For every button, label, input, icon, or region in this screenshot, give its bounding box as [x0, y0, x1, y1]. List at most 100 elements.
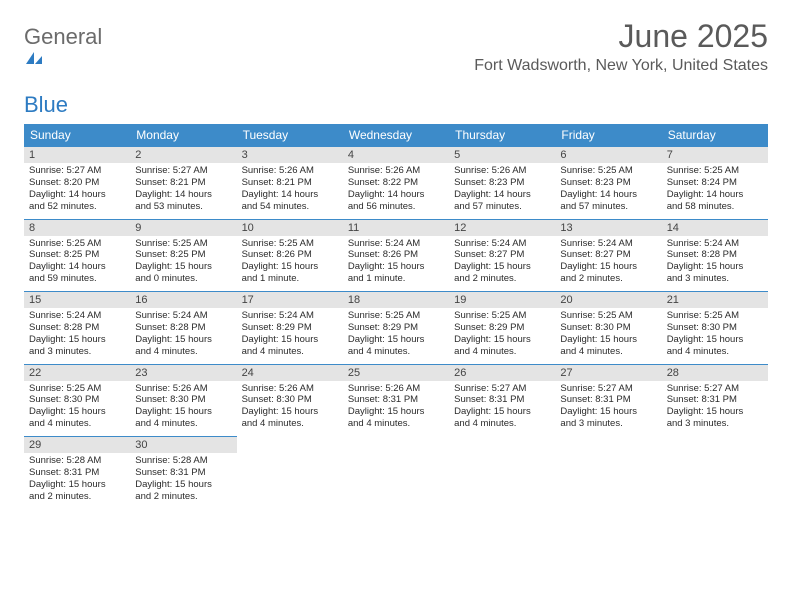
- day-line: Sunset: 8:26 PM: [348, 249, 444, 261]
- day-line: and 57 minutes.: [560, 201, 656, 213]
- day-line: Sunrise: 5:28 AM: [135, 455, 231, 467]
- day-line: Daylight: 14 hours: [29, 261, 125, 273]
- day-info: Sunrise: 5:25 AMSunset: 8:26 PMDaylight:…: [237, 236, 343, 292]
- day-line: Sunset: 8:31 PM: [348, 394, 444, 406]
- day-line: Daylight: 15 hours: [242, 261, 338, 273]
- week-row: 15Sunrise: 5:24 AMSunset: 8:28 PMDayligh…: [24, 292, 768, 365]
- day-line: Sunrise: 5:25 AM: [454, 310, 550, 322]
- day-line: Sunset: 8:28 PM: [29, 322, 125, 334]
- day-info: Sunrise: 5:25 AMSunset: 8:30 PMDaylight:…: [555, 308, 661, 364]
- day-line: Sunrise: 5:24 AM: [454, 238, 550, 250]
- week-row: 29Sunrise: 5:28 AMSunset: 8:31 PMDayligh…: [24, 437, 768, 509]
- day-number: 1: [24, 147, 130, 163]
- day-cell: 17Sunrise: 5:24 AMSunset: 8:29 PMDayligh…: [237, 292, 343, 365]
- sail-icon: [24, 50, 102, 66]
- day-line: Sunset: 8:30 PM: [29, 394, 125, 406]
- day-line: Daylight: 15 hours: [667, 261, 763, 273]
- day-line: Daylight: 15 hours: [348, 334, 444, 346]
- day-cell: 27Sunrise: 5:27 AMSunset: 8:31 PMDayligh…: [555, 364, 661, 437]
- day-info: Sunrise: 5:26 AMSunset: 8:30 PMDaylight:…: [237, 381, 343, 437]
- day-line: Daylight: 14 hours: [242, 189, 338, 201]
- day-info: Sunrise: 5:26 AMSunset: 8:31 PMDaylight:…: [343, 381, 449, 437]
- day-line: Daylight: 14 hours: [29, 189, 125, 201]
- day-number: 27: [555, 365, 661, 381]
- weekday-header: Sunday: [24, 124, 130, 147]
- weekday-header: Wednesday: [343, 124, 449, 147]
- day-line: Daylight: 15 hours: [135, 479, 231, 491]
- day-info: Sunrise: 5:27 AMSunset: 8:31 PMDaylight:…: [662, 381, 768, 437]
- day-number: 20: [555, 292, 661, 308]
- day-cell: 21Sunrise: 5:25 AMSunset: 8:30 PMDayligh…: [662, 292, 768, 365]
- day-line: Sunrise: 5:25 AM: [29, 383, 125, 395]
- calendar-table: SundayMondayTuesdayWednesdayThursdayFrid…: [24, 124, 768, 509]
- day-line: Daylight: 14 hours: [135, 189, 231, 201]
- day-line: Daylight: 15 hours: [242, 334, 338, 346]
- day-cell: 15Sunrise: 5:24 AMSunset: 8:28 PMDayligh…: [24, 292, 130, 365]
- week-row: 22Sunrise: 5:25 AMSunset: 8:30 PMDayligh…: [24, 364, 768, 437]
- day-number: 8: [24, 220, 130, 236]
- day-number: 6: [555, 147, 661, 163]
- day-line: Daylight: 15 hours: [454, 406, 550, 418]
- day-info: Sunrise: 5:28 AMSunset: 8:31 PMDaylight:…: [130, 453, 236, 509]
- day-line: and 4 minutes.: [454, 346, 550, 358]
- day-line: Sunrise: 5:24 AM: [242, 310, 338, 322]
- day-line: Sunrise: 5:25 AM: [667, 310, 763, 322]
- day-info: Sunrise: 5:25 AMSunset: 8:29 PMDaylight:…: [449, 308, 555, 364]
- week-row: 8Sunrise: 5:25 AMSunset: 8:25 PMDaylight…: [24, 219, 768, 292]
- day-cell: 24Sunrise: 5:26 AMSunset: 8:30 PMDayligh…: [237, 364, 343, 437]
- week-row: 1Sunrise: 5:27 AMSunset: 8:20 PMDaylight…: [24, 147, 768, 220]
- empty-cell: [237, 437, 343, 509]
- day-cell: 4Sunrise: 5:26 AMSunset: 8:22 PMDaylight…: [343, 147, 449, 220]
- day-cell: 28Sunrise: 5:27 AMSunset: 8:31 PMDayligh…: [662, 364, 768, 437]
- day-line: Sunset: 8:30 PM: [667, 322, 763, 334]
- day-line: Sunrise: 5:25 AM: [242, 238, 338, 250]
- day-cell: 11Sunrise: 5:24 AMSunset: 8:26 PMDayligh…: [343, 219, 449, 292]
- day-line: Sunset: 8:31 PM: [29, 467, 125, 479]
- day-cell: 1Sunrise: 5:27 AMSunset: 8:20 PMDaylight…: [24, 147, 130, 220]
- day-info: Sunrise: 5:24 AMSunset: 8:27 PMDaylight:…: [449, 236, 555, 292]
- day-line: and 4 minutes.: [242, 418, 338, 430]
- day-number: 22: [24, 365, 130, 381]
- day-cell: 5Sunrise: 5:26 AMSunset: 8:23 PMDaylight…: [449, 147, 555, 220]
- location: Fort Wadsworth, New York, United States: [474, 57, 768, 75]
- day-line: Daylight: 15 hours: [560, 261, 656, 273]
- day-line: and 54 minutes.: [242, 201, 338, 213]
- day-line: Sunrise: 5:24 AM: [560, 238, 656, 250]
- day-number: 18: [343, 292, 449, 308]
- day-line: Sunset: 8:24 PM: [667, 177, 763, 189]
- day-info: Sunrise: 5:24 AMSunset: 8:28 PMDaylight:…: [662, 236, 768, 292]
- day-number: 16: [130, 292, 236, 308]
- day-line: Sunset: 8:31 PM: [667, 394, 763, 406]
- day-line: Sunrise: 5:26 AM: [242, 165, 338, 177]
- day-line: and 2 minutes.: [29, 491, 125, 503]
- day-number: 25: [343, 365, 449, 381]
- day-number: 11: [343, 220, 449, 236]
- day-number: 26: [449, 365, 555, 381]
- day-info: Sunrise: 5:24 AMSunset: 8:28 PMDaylight:…: [24, 308, 130, 364]
- day-line: Sunrise: 5:26 AM: [348, 165, 444, 177]
- day-cell: 2Sunrise: 5:27 AMSunset: 8:21 PMDaylight…: [130, 147, 236, 220]
- day-cell: 20Sunrise: 5:25 AMSunset: 8:30 PMDayligh…: [555, 292, 661, 365]
- day-line: and 4 minutes.: [135, 418, 231, 430]
- day-line: and 57 minutes.: [454, 201, 550, 213]
- day-line: and 1 minute.: [348, 273, 444, 285]
- day-line: and 1 minute.: [242, 273, 338, 285]
- day-line: Daylight: 14 hours: [454, 189, 550, 201]
- day-cell: 14Sunrise: 5:24 AMSunset: 8:28 PMDayligh…: [662, 219, 768, 292]
- empty-cell: [662, 437, 768, 509]
- day-line: Sunrise: 5:26 AM: [348, 383, 444, 395]
- day-number: 9: [130, 220, 236, 236]
- day-line: Sunrise: 5:25 AM: [29, 238, 125, 250]
- day-number: 21: [662, 292, 768, 308]
- day-line: Sunset: 8:21 PM: [135, 177, 231, 189]
- day-info: Sunrise: 5:27 AMSunset: 8:31 PMDaylight:…: [449, 381, 555, 437]
- day-line: Sunset: 8:26 PM: [242, 249, 338, 261]
- day-info: Sunrise: 5:25 AMSunset: 8:24 PMDaylight:…: [662, 163, 768, 219]
- empty-cell: [343, 437, 449, 509]
- day-number: 4: [343, 147, 449, 163]
- day-line: Sunset: 8:30 PM: [135, 394, 231, 406]
- day-line: Daylight: 15 hours: [135, 261, 231, 273]
- day-number: 7: [662, 147, 768, 163]
- day-line: Sunrise: 5:25 AM: [135, 238, 231, 250]
- day-line: Daylight: 15 hours: [667, 406, 763, 418]
